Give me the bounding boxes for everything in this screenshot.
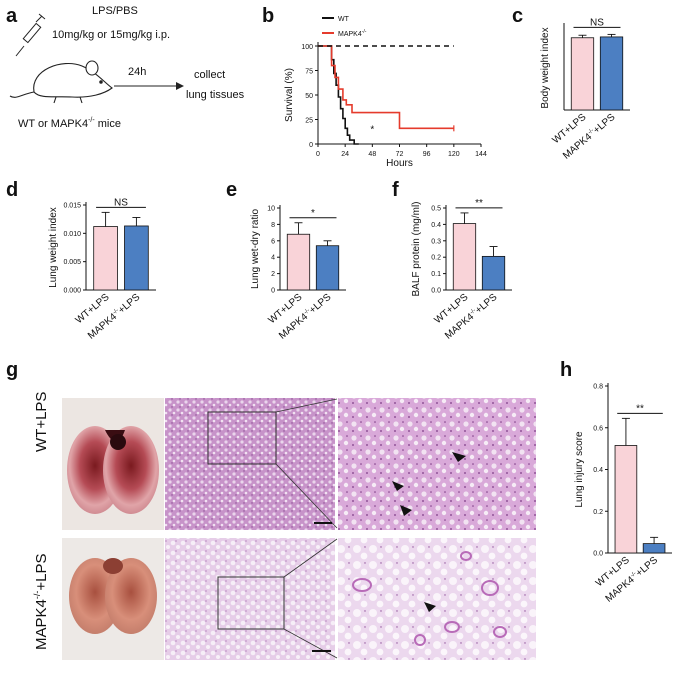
- wt-histology-highmag: [338, 398, 536, 530]
- arrowhead-icon: [392, 452, 466, 516]
- bar-wt: [452, 223, 477, 291]
- balf-protein-chart: 0.0 0.1 0.2 0.3 0.4 0.5 BALF protein (mg/ml) **…: [411, 198, 512, 342]
- bar-mapk4-ko: [599, 36, 624, 111]
- mice-label: WT or MAPK4-/- mice: [18, 117, 121, 130]
- treatment-label: LPS/PBS: [92, 5, 138, 17]
- category-label-mapk4-ko: MAPK4-/-+LPS: [561, 112, 618, 162]
- x-tick-label: 96: [423, 151, 431, 158]
- significance-label: *: [370, 124, 374, 135]
- y-tick-label: 0.1: [431, 271, 441, 278]
- schematic: LPS/PBS 10mg/kg or 15mg/kg i.p. 24h coll…: [9, 5, 245, 130]
- y-tick-label: 25: [305, 118, 313, 125]
- y-tick-label: 8: [271, 222, 275, 229]
- panel-label-a: a: [6, 5, 18, 27]
- y-axis-label: Survival (%): [284, 68, 295, 122]
- time-label: 24h: [128, 66, 146, 78]
- panel-label-c: c: [512, 5, 523, 27]
- tissues-label: lung tissues: [186, 89, 245, 101]
- category-label-mapk4-ko: MAPK4-/-+LPS: [277, 292, 334, 342]
- y-tick-label: 0.5: [431, 206, 441, 213]
- y-tick-label: 100: [301, 44, 313, 51]
- row-label-ko: MAPK4-/-+LPS: [32, 554, 50, 650]
- y-tick-label: 0.010: [63, 231, 81, 238]
- y-tick-label: 0.8: [593, 384, 603, 391]
- y-tick-label: 0.2: [431, 255, 441, 262]
- panel-label-d: d: [6, 179, 18, 201]
- survival-chart: 0 25 50 75 100 0 24 48 72 96 120 144 Hours Survival (…: [284, 16, 487, 169]
- mouse-icon: [9, 60, 113, 104]
- panel-label-b: b: [262, 5, 274, 27]
- bar-mapk4-ko: [124, 225, 149, 291]
- dose-label: 10mg/kg or 15mg/kg i.p.: [52, 29, 170, 41]
- bar-mapk4-ko: [642, 543, 666, 554]
- legend-wt-label: WT: [338, 16, 350, 23]
- x-tick-label: 72: [396, 151, 404, 158]
- y-tick-label: 50: [305, 93, 313, 100]
- bar-mapk4-ko: [481, 255, 506, 291]
- x-tick-label: 144: [475, 151, 487, 158]
- category-label-mapk4-ko: MAPK4-/-+LPS: [443, 292, 500, 342]
- y-tick-label: 0.2: [593, 509, 603, 516]
- y-axis-label: Body weight index: [540, 27, 551, 108]
- bar-wt: [614, 445, 638, 554]
- y-tick-label: 0: [271, 288, 275, 295]
- significance-label: *: [311, 208, 315, 219]
- series-wt-line: [318, 45, 359, 145]
- panel-label-h: h: [560, 359, 572, 381]
- y-axis-label: Lung weight index: [48, 207, 59, 288]
- y-tick-label: 0.4: [593, 467, 603, 474]
- bar-wt: [570, 37, 595, 111]
- significance-label: NS: [590, 17, 604, 28]
- histology-panel: WT+LPS MAPK4-/-+LPS: [32, 392, 536, 660]
- significance-label: **: [636, 403, 644, 414]
- y-tick-label: 10: [267, 206, 275, 213]
- ko-histology-highmag: [338, 538, 536, 660]
- syringe-icon: [15, 13, 46, 57]
- y-tick-label: 6: [271, 238, 275, 245]
- x-tick-label: 0: [316, 151, 320, 158]
- significance-label: NS: [114, 197, 128, 208]
- significance-label: **: [475, 198, 483, 209]
- y-axis-label: Lung wet-dry ratio: [250, 209, 261, 289]
- collect-label: collect: [194, 69, 225, 81]
- ko-histology-lowmag: [165, 538, 335, 660]
- y-tick-label: 75: [305, 69, 313, 76]
- y-tick-label: 0.015: [63, 203, 81, 210]
- bar-wt: [93, 226, 118, 291]
- arrowhead-icon: [424, 602, 436, 612]
- y-tick-label: 0.000: [63, 288, 81, 295]
- x-axis-label: Hours: [386, 158, 413, 169]
- y-axis-label: Lung injury score: [574, 431, 585, 508]
- x-tick-label: 24: [341, 151, 349, 158]
- y-tick-label: 0.3: [431, 238, 441, 245]
- legend: WT MAPK4-/-: [322, 16, 367, 38]
- panel-label-e: e: [226, 179, 237, 201]
- bar-wt: [286, 233, 311, 291]
- y-tick-label: 0.0: [431, 288, 441, 295]
- series-mapk4-ko-line: [318, 45, 454, 130]
- panel-label-g: g: [6, 359, 18, 381]
- x-tick-label: 48: [368, 151, 376, 158]
- legend-ko-label: MAPK4-/-: [338, 29, 367, 38]
- row-label-wt: WT+LPS: [33, 392, 50, 452]
- y-tick-label: 4: [271, 255, 275, 262]
- x-tick-label: 120: [448, 151, 460, 158]
- y-tick-label: 2: [271, 271, 275, 278]
- arrow-icon: [114, 82, 184, 90]
- y-tick-label: 0.0: [593, 551, 603, 558]
- panel-label-f: f: [392, 179, 399, 201]
- y-axis-label: BALF protein (mg/ml): [411, 201, 422, 296]
- y-tick-label: 0.005: [63, 259, 81, 266]
- y-tick-label: 0.6: [593, 425, 603, 432]
- y-tick-label: 0: [309, 142, 313, 149]
- bar-mapk4-ko: [315, 245, 340, 291]
- y-tick-label: 0.4: [431, 222, 441, 229]
